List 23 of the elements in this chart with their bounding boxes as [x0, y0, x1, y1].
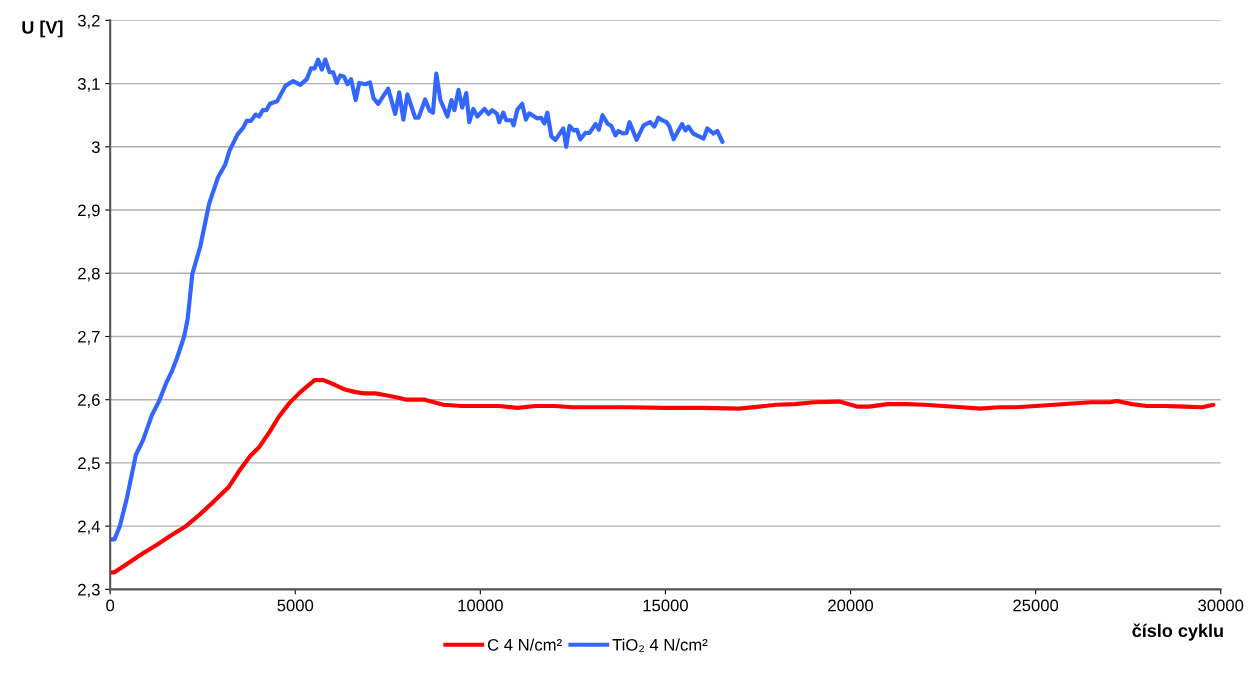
y-tick-label: 2,9	[78, 204, 100, 219]
x-tick-label: 10000	[458, 599, 503, 612]
x-tick-label: 0	[106, 599, 115, 612]
y-tick-label: 3	[91, 141, 100, 154]
y-tick-label: 2,8	[78, 267, 100, 282]
x-tick-label: 25000	[1013, 599, 1059, 612]
y-axis-title: U [V]	[22, 20, 63, 38]
x-tick-label: 20000	[828, 599, 874, 612]
x-tick-label: 30000	[1198, 599, 1244, 612]
x-tick-label: 5000	[277, 599, 314, 612]
y-tick-label: 2,6	[78, 394, 100, 408]
y-tick-label: 2,5	[78, 457, 100, 472]
legend-label: TiO₂ 4 N/cm²	[612, 638, 708, 653]
x-axis-title: číslo cyklu	[1132, 623, 1223, 641]
y-tick-label: 2,4	[78, 520, 100, 535]
legend-label: C 4 N/cm²	[487, 638, 562, 651]
y-tick-label: 3,2	[77, 14, 100, 29]
line-series	[110, 378, 1216, 575]
y-tick-label: 2,7	[78, 330, 100, 345]
line-series	[110, 57, 725, 542]
x-tick-label: 15000	[643, 599, 688, 612]
y-tick-label: 2,3	[78, 583, 100, 598]
y-tick-label: 3,1	[77, 77, 100, 92]
